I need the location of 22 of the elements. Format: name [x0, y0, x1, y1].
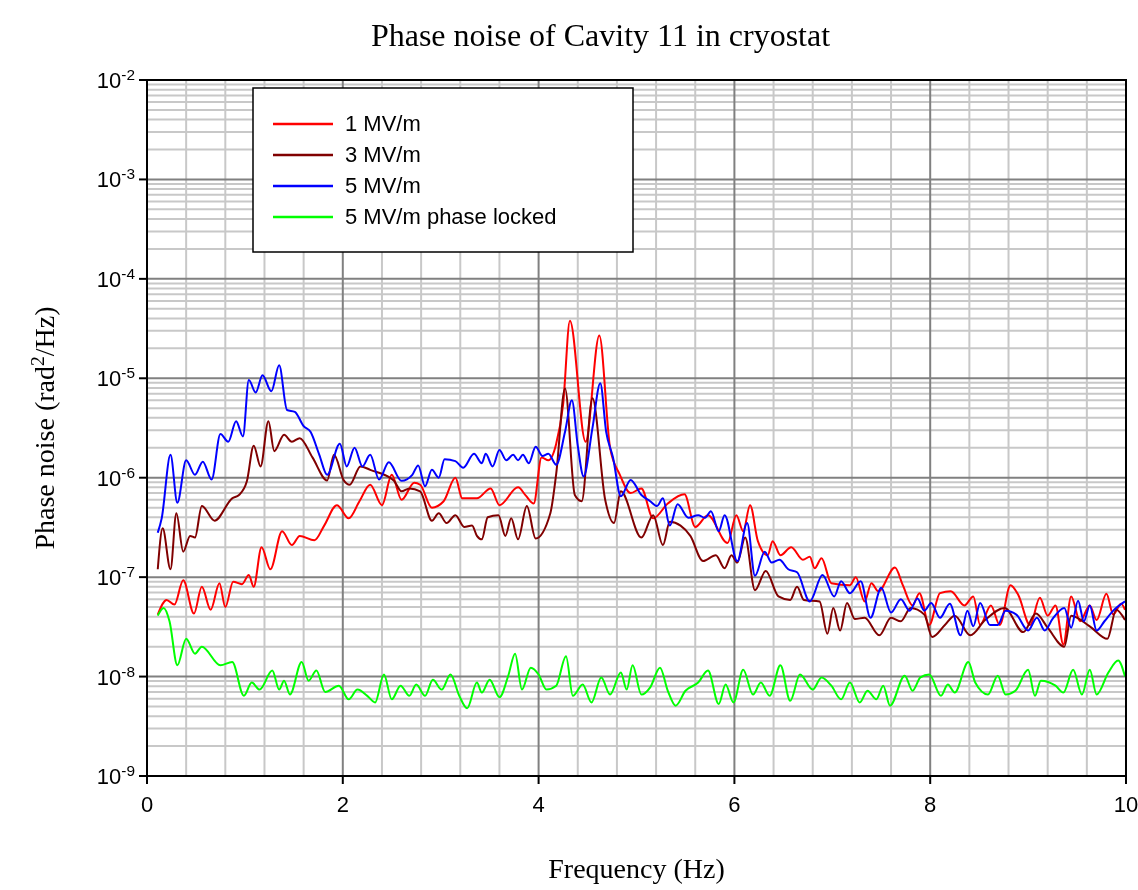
- legend-label: 3 MV/m: [345, 142, 421, 167]
- x-tick-label: 8: [924, 792, 937, 817]
- y-tick-label: 10$^{-2}$: [96, 65, 135, 93]
- line-series: [156, 319, 1127, 646]
- legend-label: 1 MV/m: [345, 111, 421, 136]
- y-tick-label: 10$^{-7}$: [96, 562, 135, 591]
- legend-label: 5 MV/m: [345, 173, 421, 198]
- x-tick-label: 4: [532, 792, 545, 817]
- x-tick-label: 10: [1113, 792, 1138, 817]
- y-tick-label: 10$^{-3}$: [96, 164, 135, 193]
- legend-label: 5 MV/m phase locked: [345, 204, 557, 229]
- y-tick-label: 10$^{-4}$: [96, 264, 136, 292]
- line-series: [156, 606, 1127, 710]
- y-tick-label: 10$^{-6}$: [96, 463, 135, 491]
- x-tick-label: 2: [336, 792, 349, 817]
- x-tick-label: 0: [140, 792, 154, 817]
- chart-title: Phase noise of Cavity 11 in cryostat: [370, 17, 831, 53]
- y-tick-label: 10$^{-8}$: [96, 662, 135, 690]
- y-tick-label: 10$^{-5}$: [96, 363, 135, 392]
- y-tick-label: 10$^{-9}$: [96, 761, 135, 789]
- x-axis-title: Frequency (Hz): [548, 853, 725, 884]
- x-tick-label: 6: [728, 792, 741, 817]
